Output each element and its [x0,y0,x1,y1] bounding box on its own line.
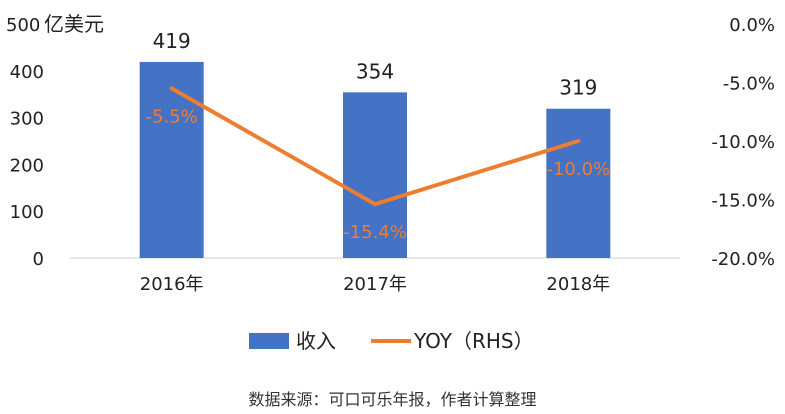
yoy-point [169,86,174,91]
yoy-value-label: -10.0% [546,159,610,180]
y-left-tick-label: 400 [10,62,44,83]
legend-label-line: YOY（RHS） [413,329,534,353]
axes: 0 100 200 300 400 500 亿美元 -20.0% -15.0% -10.0% -5.… [6,12,775,295]
bar-value-label: 354 [356,59,394,83]
data-labels: 419 354 319 -5.5% -15.4% -10.0% [146,29,611,243]
y-left-tick-label: 0 [33,249,44,270]
bar-value-label: 319 [559,76,597,100]
legend-label-bar: 收入 [296,329,336,353]
source-note: 数据来源：可口可乐年报，作者计算整理 [248,390,537,409]
yoy-value-label: -15.4% [343,222,407,243]
y-left-tick-label: 100 [10,202,44,223]
y-right-tick-label: 0.0% [729,15,775,36]
x-tick-label: 2018年 [546,274,610,295]
y-left-unit-label: 亿美元 [44,12,104,36]
y-right-tick-label: -5.0% [723,74,775,95]
yoy-point [576,139,581,143]
y-right-tick-label: -15.0% [711,191,775,212]
bar-revenue [546,108,611,258]
y-right-tick-label: -20.0% [711,249,775,270]
legend-swatch-bar [249,333,289,349]
y-right-tick-label: -10.0% [711,132,775,153]
legend: 收入 YOY（RHS） [249,329,534,353]
bar-revenue [139,61,204,258]
y-left-tick-label: 200 [10,155,44,176]
x-tick-label: 2016年 [140,274,204,295]
bar-revenue [343,92,407,258]
bar-value-label: 419 [153,29,191,53]
yoy-value-label: -5.5% [146,106,198,127]
bars [139,61,611,258]
y-left-tick-label: 300 [10,109,44,130]
x-tick-label: 2017年 [343,274,407,295]
y-left-tick-label: 500 [6,15,40,36]
yoy-line [169,86,581,207]
yoy-point [373,202,377,207]
